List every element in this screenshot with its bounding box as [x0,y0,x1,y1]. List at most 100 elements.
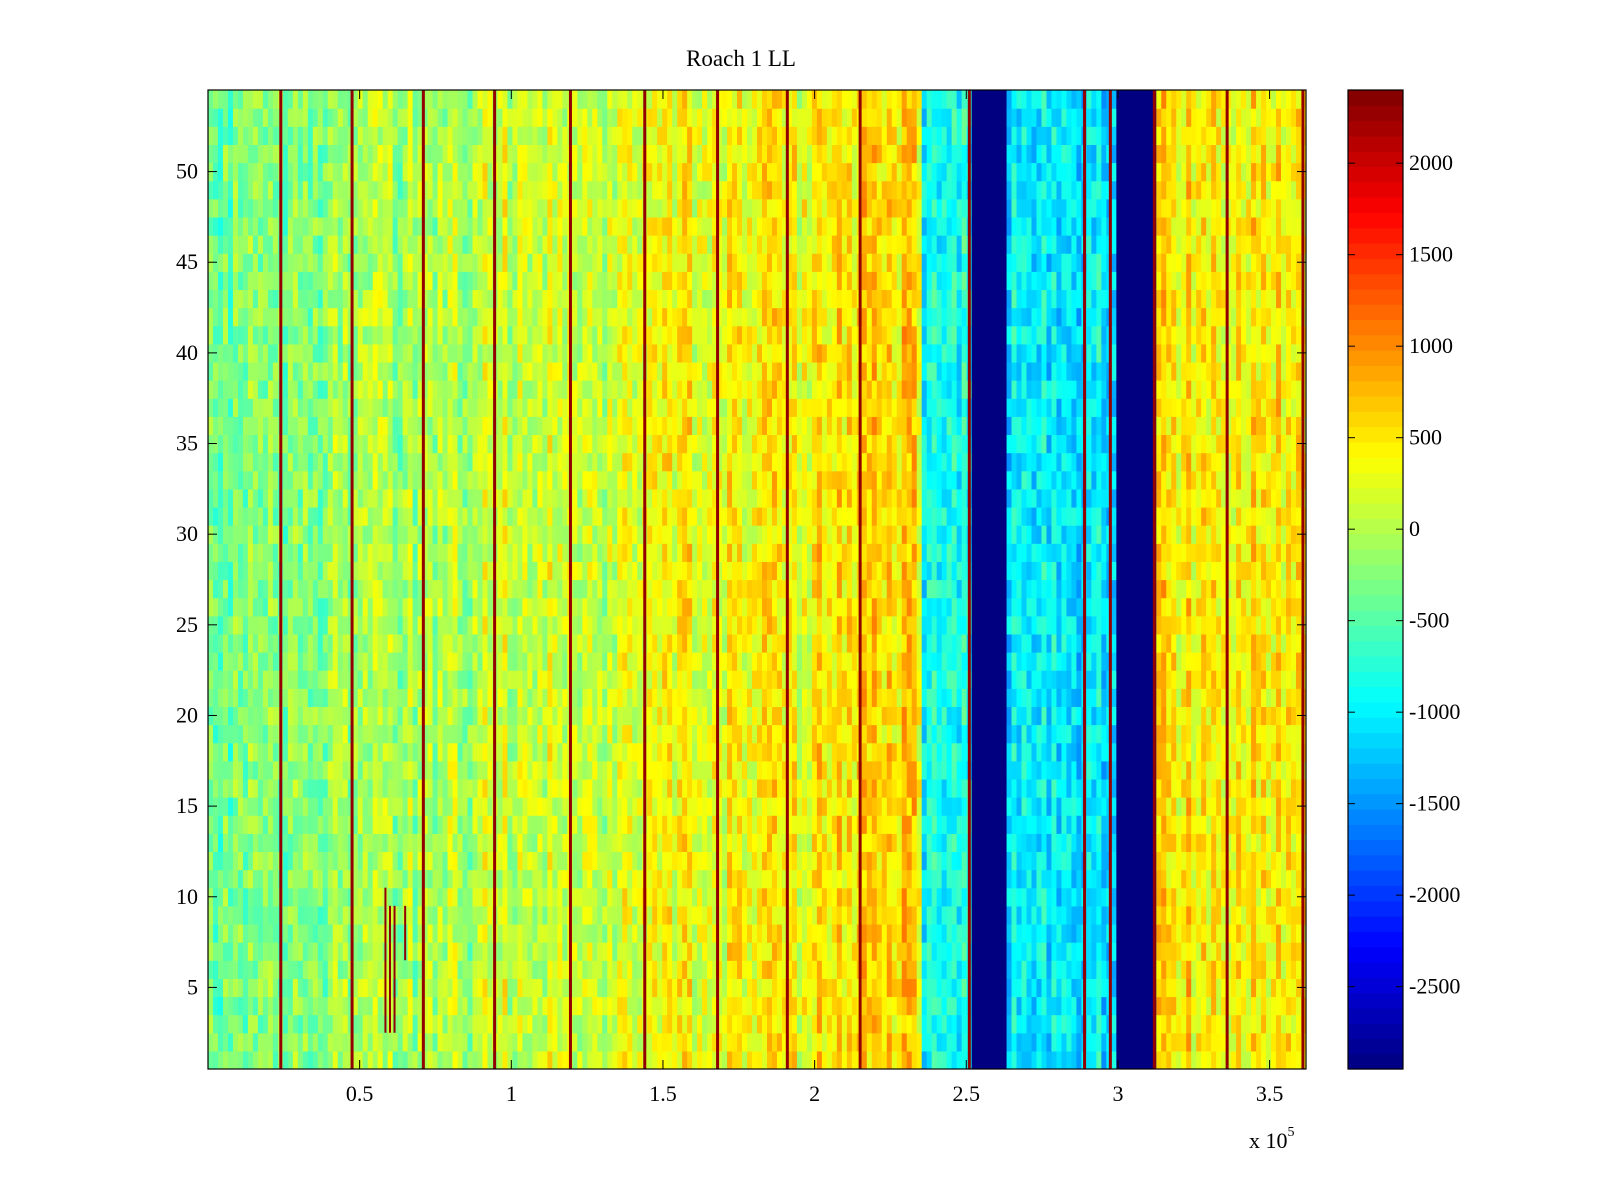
heatmap-cell [267,307,274,327]
heatmap-cell [427,198,434,218]
heatmap-cell [327,561,334,581]
heatmap-cell [602,579,608,599]
heatmap-cell [532,361,538,381]
heatmap-cell [292,724,299,744]
heatmap-cell [467,398,474,417]
heatmap-cell [432,960,439,979]
heatmap-cell [232,235,239,254]
heatmap-cell [622,434,628,454]
heatmap-cell [487,652,494,671]
heatmap-cell [407,198,414,218]
heatmap-cell [532,416,538,436]
heatmap-cell [237,778,244,798]
heatmap-cell [382,688,389,708]
heatmap-cell [612,543,618,562]
heatmap-cell [242,1050,249,1069]
heatmap-cell [317,216,324,236]
heatmap-cell [372,688,379,708]
heatmap-cell [422,797,429,816]
heatmap-cell [287,180,294,200]
heatmap-cell [322,1050,329,1069]
heatmap-cell [517,652,524,671]
heatmap-cell [212,905,219,925]
heatmap-cell [537,778,543,798]
heatmap-cell [272,942,279,961]
heatmap-cell [208,416,214,436]
heatmap-cell [352,307,359,327]
heatmap-cell [462,235,469,254]
heatmap-cell [312,887,319,907]
heatmap-cell [347,325,354,345]
heatmap-cell [542,488,548,508]
heatmap-cell [362,887,369,907]
heatmap-cell [657,815,663,834]
heatmap-cell [417,978,424,998]
heatmap-cell [267,688,274,708]
heatmap-cell [292,887,299,907]
heatmap-cell [437,778,444,798]
heatmap-cell [307,724,314,744]
heatmap-cell [322,470,329,490]
heatmap-cell [292,90,299,109]
heatmap-cell [587,470,593,490]
heatmap-cell [237,325,244,345]
heatmap-cell [208,198,214,218]
heatmap-cell [557,343,563,363]
heatmap-cell [662,216,668,236]
heatmap-cell [337,978,344,998]
heatmap-cell [537,597,543,617]
heatmap-cell [332,869,339,889]
heatmap-cell [362,289,369,309]
heatmap-cell [587,1050,593,1069]
heatmap-cell [482,670,489,689]
heatmap-cell [647,398,653,417]
heatmap-cell [467,978,474,998]
heatmap-cell [287,615,294,635]
heatmap-cell [212,724,219,744]
heatmap-cell [437,90,444,109]
heatmap-cell [222,470,229,490]
heatmap-cell [217,126,224,145]
heatmap-cell [327,452,334,472]
heatmap-cell [647,579,653,599]
heatmap-cell [307,470,314,490]
heatmap-cell [257,434,264,454]
heatmap-cell [482,126,489,145]
heatmap-cell [442,960,449,979]
heatmap-cell [247,724,254,744]
heatmap-cell [632,180,638,200]
heatmap-cell [497,797,504,816]
heatmap-cell [397,815,404,834]
heatmap-cell [397,198,404,218]
heatmap-cell [357,670,364,689]
heatmap-cell [352,923,359,943]
heatmap-cell [657,670,663,689]
heatmap-cell [208,1014,214,1034]
heatmap-cell [232,108,239,127]
heatmap-cell [392,470,399,490]
heatmap-cell [602,434,608,454]
heatmap-cell [247,126,254,145]
heatmap-cell [537,633,543,653]
heatmap-cell [472,869,479,889]
heatmap-cell [467,525,474,544]
heatmap-cell [472,833,479,853]
heatmap-cell [597,778,603,798]
heatmap-cell [452,706,459,726]
heatmap-cell [517,742,524,762]
heatmap-cell [437,742,444,762]
heatmap-cell [297,180,304,200]
heatmap-cell [487,923,494,943]
heatmap-cell [522,778,529,798]
heatmap-cell [402,307,409,327]
heatmap-cell [562,905,568,925]
heatmap-cell [217,815,224,834]
heatmap-cell [592,361,598,381]
heatmap-cell [307,180,314,200]
heatmap-cell [627,960,633,979]
heatmap-cell [352,488,359,508]
heatmap-cell [437,1032,444,1052]
heatmap-cell [407,978,414,998]
heatmap-cell [267,253,274,272]
heatmap-cell [417,235,424,254]
